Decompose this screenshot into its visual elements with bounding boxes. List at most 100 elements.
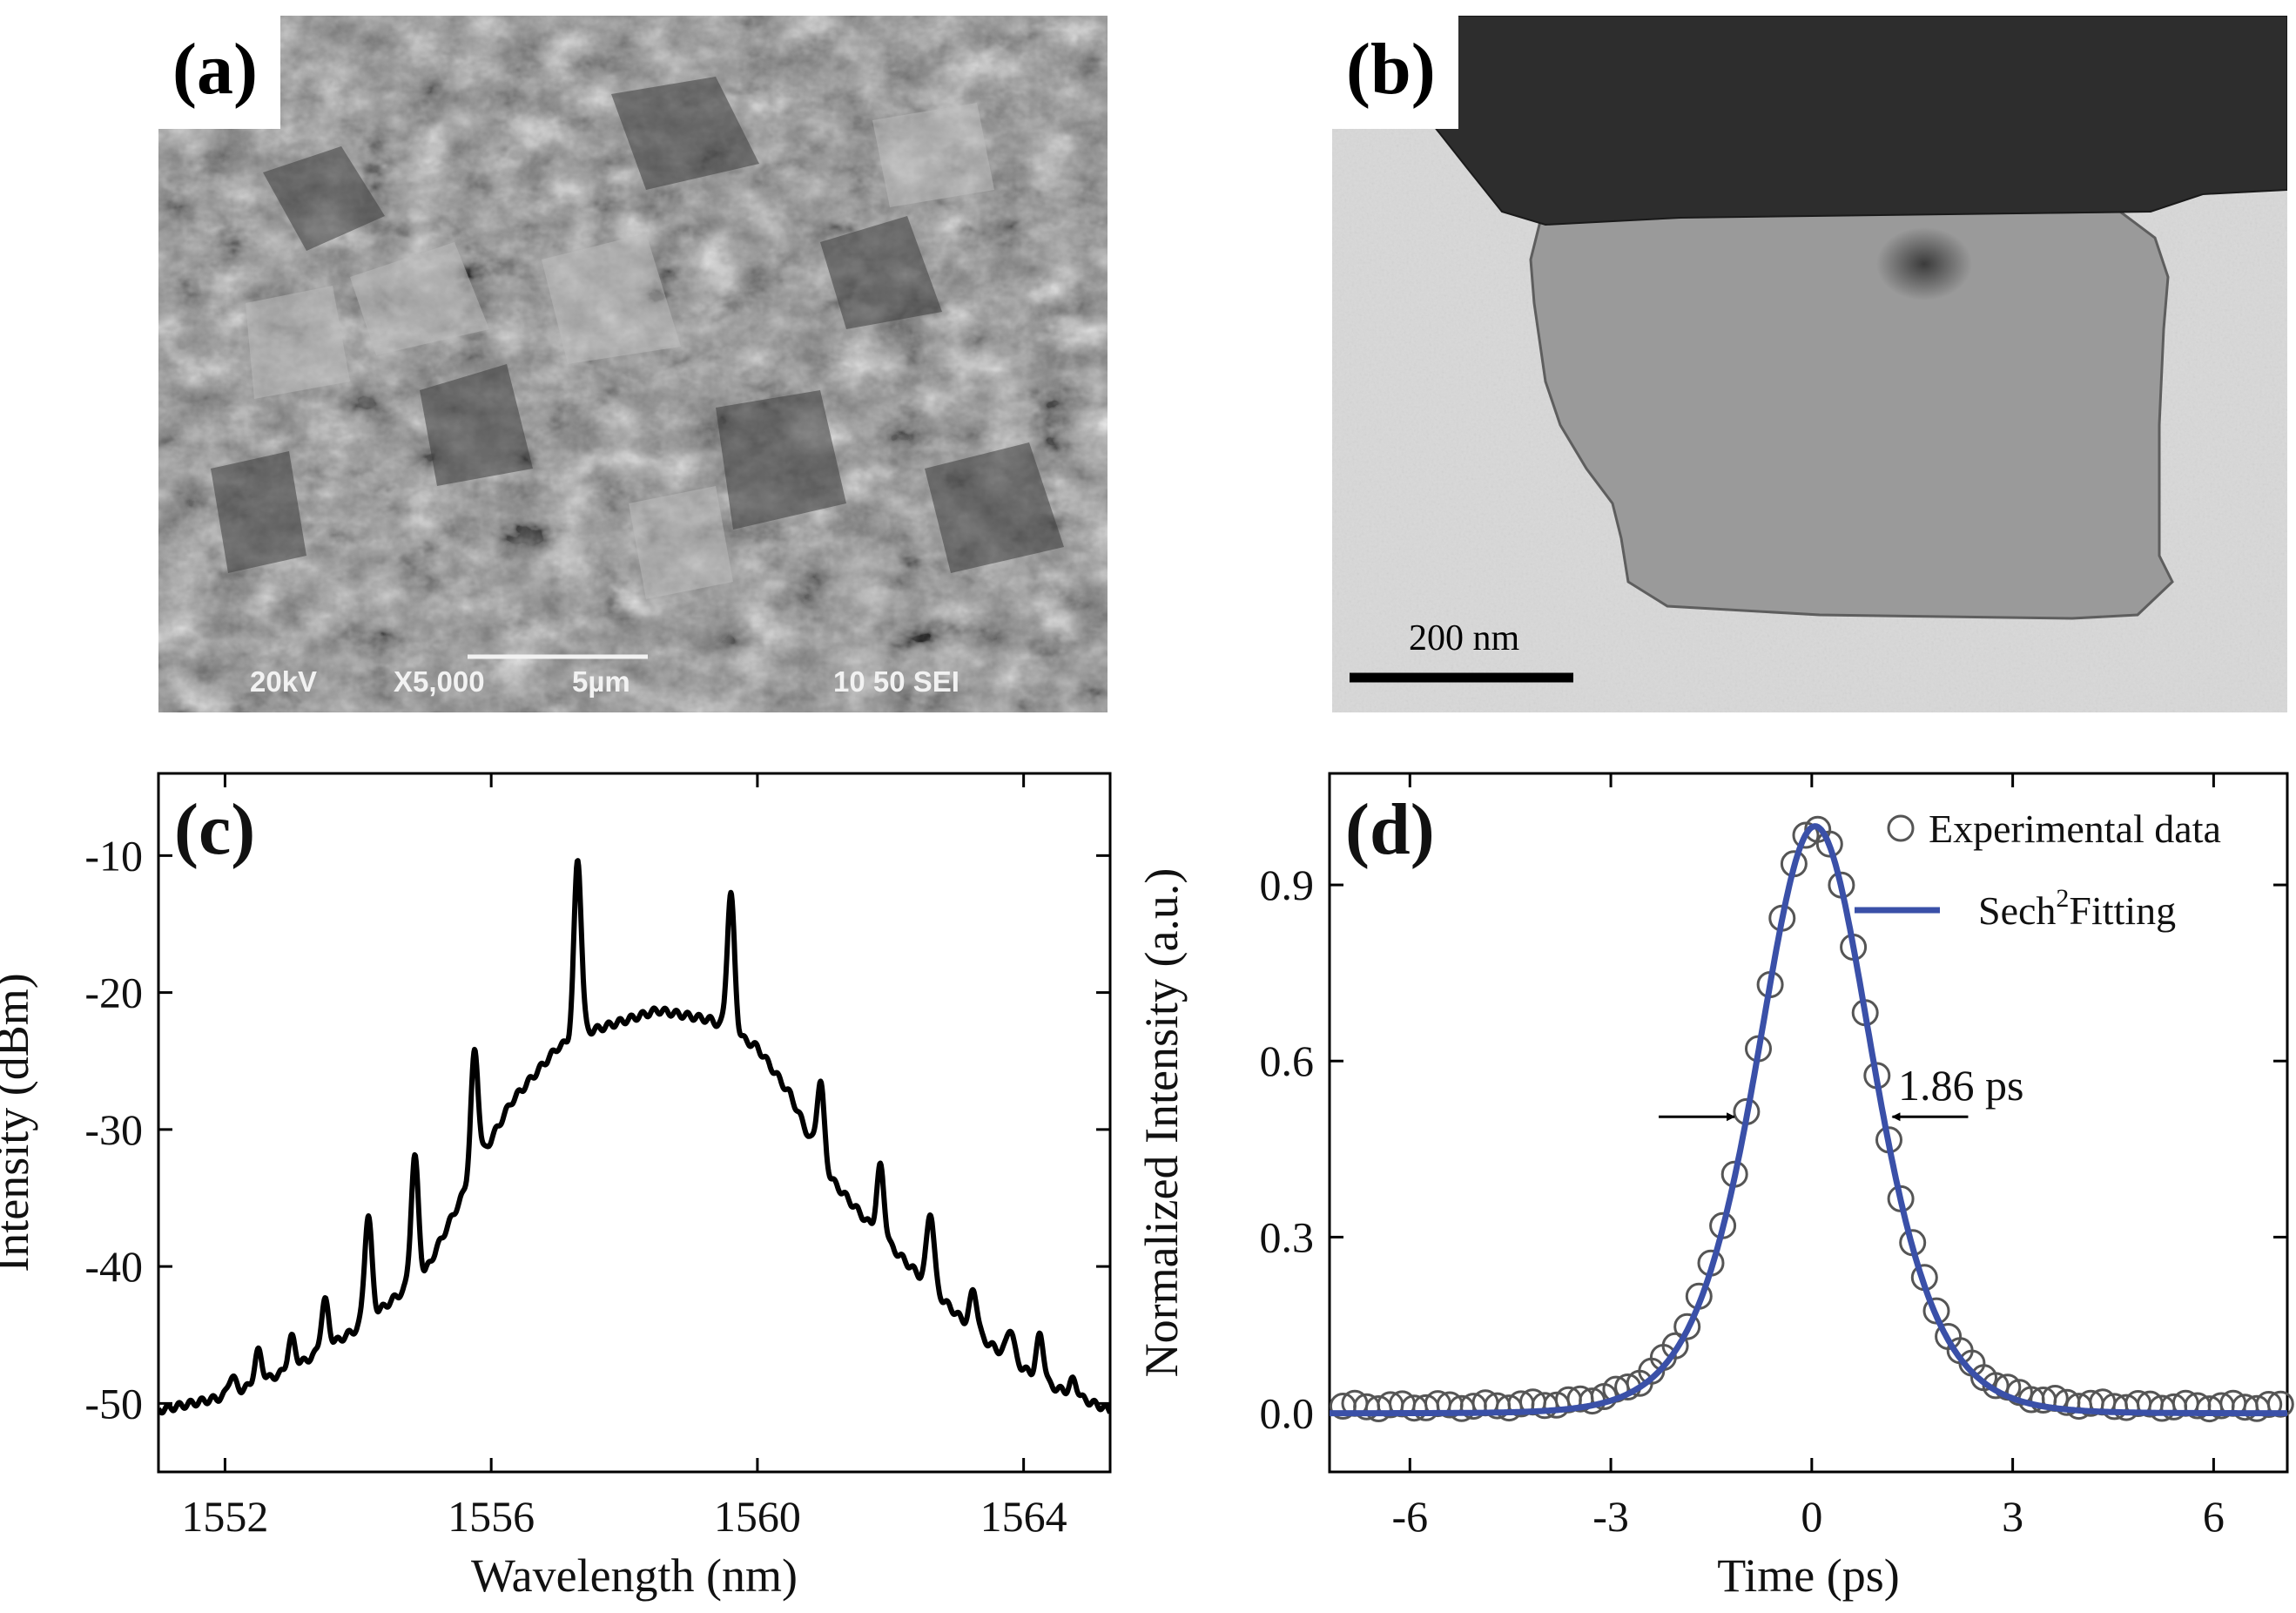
chart-d-data-point	[1910, 1264, 1938, 1292]
chart-d-data-point	[1412, 1394, 1440, 1421]
sem-voltage: 20kV	[250, 665, 317, 698]
chart-d-xtick-label: 3	[2002, 1492, 2023, 1541]
chart-d-data-point	[1720, 1160, 1748, 1188]
chart-d-data-point	[1448, 1394, 1476, 1422]
chart-d-data-point	[1733, 1097, 1761, 1125]
chart-d-data-point	[1828, 871, 1855, 899]
chart-d-data-point	[1815, 830, 1843, 858]
chart-d-data-point	[2065, 1393, 2093, 1421]
chart-d-data-point	[1495, 1394, 1523, 1422]
chart-c-ytick-label: -40	[84, 1242, 143, 1291]
chart-c-yaxis-title: Intensity (dBm)	[0, 973, 38, 1272]
chart-d-data-point	[1353, 1393, 1381, 1421]
chart-d-data-point	[1851, 999, 1879, 1027]
chart-d-data-point	[2077, 1389, 2104, 1417]
chart-d-data-point	[1341, 1389, 1369, 1417]
chart-d-fwhm-label: 1.86 ps	[1898, 1061, 2023, 1110]
chart-d-data-point	[1590, 1383, 1618, 1410]
chart-d-data-point	[1899, 1229, 1927, 1257]
panel-b-tem-image: 200 nm (b)	[1332, 16, 2287, 712]
chart-d-data-point	[2243, 1394, 2271, 1422]
chart-d-data-point	[1543, 1391, 1571, 1419]
chart-d-scatter-series	[1329, 815, 2294, 1423]
chart-d-data-point	[1377, 1391, 1404, 1419]
chart-d-legend-marker-data	[1887, 814, 1915, 842]
chart-d-data-point	[1780, 850, 1808, 878]
chart-d-ytick-label: 0.6	[1260, 1036, 1315, 1085]
chart-d-xtick-label: -3	[1592, 1492, 1629, 1541]
chart-d-data-point	[1875, 1126, 1902, 1154]
chart-d-data-point	[1507, 1390, 1535, 1418]
chart-d-plot-frame	[1328, 772, 2289, 1474]
chart-d-data-point	[2255, 1391, 2283, 1418]
chart-d-legend-label-fit: Sech2Fitting	[1978, 884, 2176, 933]
chart-d-data-point	[1935, 1323, 1963, 1350]
chart-c-plot-frame	[157, 772, 1112, 1474]
chart-d-data-point	[1922, 1297, 1950, 1325]
chart-d-data-point	[2017, 1386, 2045, 1414]
chart-d-xaxis-title: Time (ps)	[1717, 1549, 1900, 1602]
chart-d-data-point	[1649, 1344, 1677, 1371]
sem-detector-info: 10 50 SEI	[833, 665, 959, 698]
chart-c-xtick-label: 1564	[980, 1492, 1067, 1541]
chart-d-data-point	[1685, 1282, 1713, 1310]
sem-magnification: X5,000	[394, 665, 485, 698]
panel-b-label: (b)	[1332, 16, 1458, 129]
chart-d-data-point	[1436, 1391, 1464, 1419]
sem-micrograph: 20kV X5,000 5µm 10 50 SEI	[158, 16, 1108, 712]
chart-d-data-point	[1970, 1364, 1997, 1392]
chart-d-ytick-label: 0.9	[1260, 860, 1315, 909]
sem-scale-text: 5µm	[572, 665, 630, 698]
chart-d-legend-label-data: Experimental data	[1929, 806, 2221, 851]
chart-d-data-point	[2112, 1394, 2140, 1421]
chart-d-data-point	[1946, 1337, 1974, 1365]
panel-a-label: (a)	[158, 16, 280, 129]
chart-d-data-point	[2148, 1394, 2176, 1422]
chart-d-data-point	[2053, 1388, 2081, 1416]
chart-d-data-point	[1840, 934, 1868, 961]
chart-c-ytick-label: -10	[84, 831, 143, 880]
chart-d-data-point	[1579, 1387, 1606, 1415]
chart-d-data-point	[1804, 815, 1832, 843]
chart-d-data-point	[1389, 1390, 1416, 1418]
chart-d-data-point	[1697, 1249, 1725, 1277]
chart-d-xtick-label: 6	[2203, 1492, 2225, 1541]
chart-d-data-point	[2089, 1388, 2117, 1416]
chart-d-data-point	[1519, 1388, 1546, 1416]
chart-d-data-point	[2124, 1390, 2152, 1417]
tem-micrograph: 200 nm	[1332, 16, 2287, 712]
chart-d-data-point	[1614, 1373, 1642, 1400]
chart-d-data-point	[1863, 1062, 1891, 1090]
chart-d-data-point	[1329, 1393, 1357, 1420]
chart-d-data-point	[2101, 1393, 2128, 1421]
chart-d-data-point	[1745, 1035, 1772, 1063]
chart-d-data-point	[1471, 1389, 1499, 1417]
panel-a-sem-image: 20kV X5,000 5µm 10 50 SEI (a)	[158, 16, 1108, 712]
chart-d-data-point	[2136, 1390, 2164, 1418]
chart-d-data-point	[1982, 1372, 2010, 1400]
chart-c-ytick-label: -30	[84, 1105, 143, 1154]
chart-c-ytick-label: -50	[84, 1379, 143, 1427]
chart-d-data-point	[1554, 1386, 1582, 1414]
chart-d-data-point	[1626, 1369, 1653, 1397]
chart-c-xaxis-title: Wavelength (nm)	[471, 1549, 798, 1602]
chart-d-data-point	[1484, 1392, 1512, 1420]
chart-d-data-point	[2041, 1385, 2069, 1412]
chart-d-data-point	[2231, 1394, 2259, 1421]
chart-d-ytick-label: 0.0	[1260, 1389, 1315, 1438]
chart-c-xtick-label: 1552	[181, 1492, 268, 1541]
chart-d-data-point	[1531, 1392, 1559, 1420]
chart-d-data-point	[1792, 821, 1820, 849]
chart-d-data-point	[1768, 904, 1796, 932]
chart-d-data-point	[1994, 1373, 2022, 1401]
chart-c-xtick-label: 1560	[714, 1492, 801, 1541]
chart-d-data-point	[1602, 1375, 1630, 1403]
chart-d-data-point	[2219, 1389, 2247, 1417]
chart-d-data-point	[1756, 971, 1784, 998]
chart-c-spectrum-line	[158, 858, 1110, 1416]
chart-d-data-point	[2207, 1392, 2235, 1420]
chart-c-xtick-label: 1556	[448, 1492, 535, 1541]
chart-d-data-point	[1673, 1313, 1701, 1340]
chart-d-data-point	[2005, 1379, 2033, 1407]
chart-d-data-point	[1459, 1393, 1487, 1421]
